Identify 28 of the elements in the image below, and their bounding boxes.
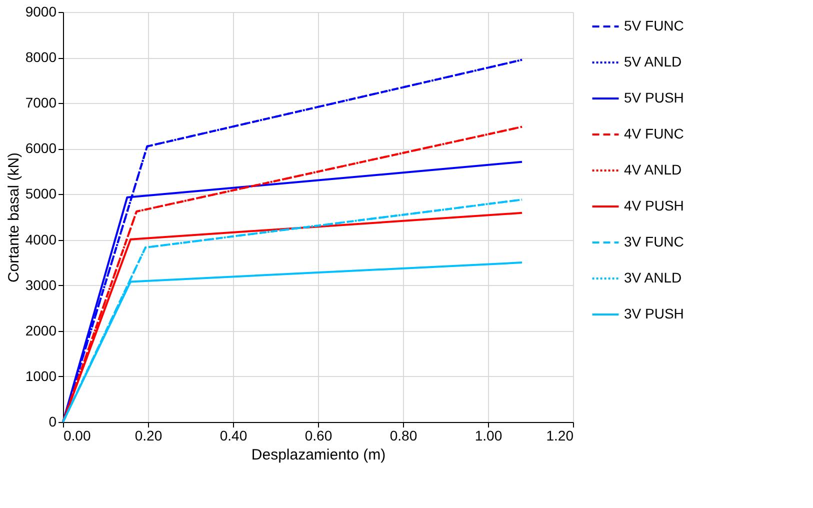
y-tick-label: 7000 <box>25 94 57 111</box>
legend-label: 5V FUNC <box>624 18 684 34</box>
y-tick-label: 8000 <box>25 49 57 66</box>
x-tick-label: 0.60 <box>304 428 332 444</box>
x-axis-title: Desplazamiento (m) <box>251 446 386 464</box>
x-tick-label: 0.80 <box>390 428 418 444</box>
legend-label: 5V ANLD <box>624 54 682 70</box>
legend-label: 4V PUSH <box>624 198 684 214</box>
y-tick-label: 9000 <box>25 4 57 20</box>
y-axis-title: Cortante basal (kN) <box>5 152 22 283</box>
y-tick-label: 6000 <box>25 140 57 156</box>
y-tick-label: 2000 <box>25 322 57 338</box>
x-tick-label: 0.40 <box>220 428 248 444</box>
x-tick-label: 0.20 <box>134 428 162 444</box>
y-tick-label: 3000 <box>25 276 57 293</box>
x-tick-label: 0.00 <box>64 428 91 444</box>
legend-label: 5V PUSH <box>624 90 684 106</box>
y-tick-label: 4000 <box>25 231 57 248</box>
y-tick-label: 0 <box>48 414 57 430</box>
legend-label: 3V ANLD <box>624 270 682 286</box>
x-tick-label: 1.20 <box>546 428 574 444</box>
legend-label: 3V FUNC <box>624 234 684 250</box>
legend-label: 4V FUNC <box>624 126 684 142</box>
y-tick-label: 1000 <box>25 368 57 384</box>
legend-label: 4V ANLD <box>624 162 682 178</box>
y-tick-label: 5000 <box>25 186 57 202</box>
x-tick-label: 1.00 <box>474 428 502 444</box>
legend-label: 3V PUSH <box>624 306 684 322</box>
